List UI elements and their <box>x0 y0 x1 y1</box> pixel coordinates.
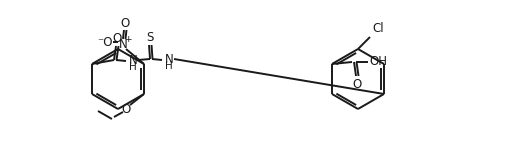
Text: ⁻O: ⁻O <box>97 36 113 49</box>
Text: N: N <box>128 54 137 67</box>
Text: O: O <box>112 31 121 45</box>
Text: OH: OH <box>368 55 386 67</box>
Text: O: O <box>120 16 129 30</box>
Text: S: S <box>146 30 154 43</box>
Text: N: N <box>118 37 127 51</box>
Text: Cl: Cl <box>372 21 383 34</box>
Text: H: H <box>165 61 173 71</box>
Text: O: O <box>351 78 361 91</box>
Text: H: H <box>129 62 137 72</box>
Text: N: N <box>164 52 173 66</box>
Text: +: + <box>124 34 131 43</box>
Text: O: O <box>121 103 130 115</box>
